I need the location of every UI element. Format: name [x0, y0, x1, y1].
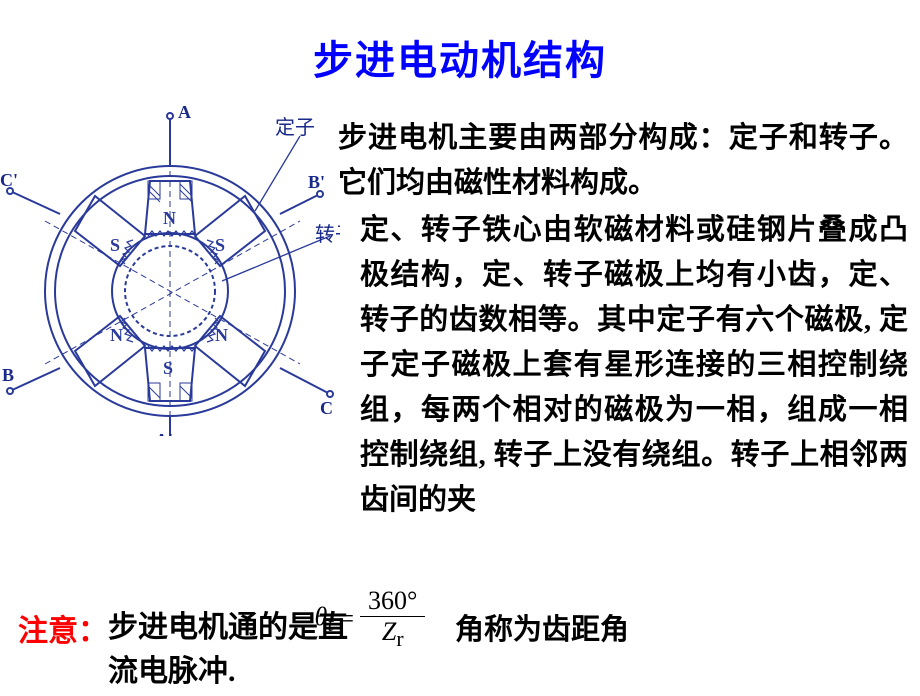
- formula-den-var: Z: [382, 617, 396, 646]
- label-rotor: 转子: [315, 223, 340, 246]
- pole-N-ll: N: [110, 325, 123, 345]
- pole-S-ul: S: [110, 235, 120, 255]
- tail-text: 角称为齿距角: [455, 606, 629, 648]
- paragraph-1: 步进电机主要由两部分构成：定子和转子。它们均由磁性材料构成。: [338, 116, 908, 206]
- tooth-pitch-formula: θt = 360° Zr: [280, 586, 460, 652]
- terminal-Bp: B': [308, 172, 325, 192]
- motor-diagram: N S S S N N A A' C' B' B C 定子 转子: [0, 96, 340, 436]
- terminal-C: C: [320, 398, 333, 418]
- formula-den-sub: r: [396, 627, 403, 651]
- formula-theta: θ: [315, 602, 328, 631]
- terminal-A: A: [178, 102, 191, 122]
- formula-theta-sub: t: [327, 612, 333, 636]
- terminal-B: B: [2, 365, 14, 385]
- content-area: N S S S N N A A' C' B' B C 定子 转子 步进电机主要由…: [0, 86, 920, 696]
- formula-numerator: 360°: [360, 586, 425, 617]
- paragraph-2: 定、转子铁心由软磁材料或硅钢片叠成凸极结构，定、转子磁极上均有小齿，定、转子的齿…: [360, 208, 908, 523]
- terminal-Cp: C': [0, 170, 18, 190]
- terminal-Ap: A': [155, 430, 173, 436]
- pole-S-bottom: S: [163, 358, 173, 378]
- page-title: 步进电动机结构: [0, 0, 920, 86]
- pole-N-lr: N: [215, 325, 228, 345]
- label-stator: 定子: [275, 116, 315, 139]
- pole-S-ur: S: [215, 235, 225, 255]
- note-label: 注意：: [18, 606, 108, 650]
- pole-N-top: N: [163, 208, 176, 228]
